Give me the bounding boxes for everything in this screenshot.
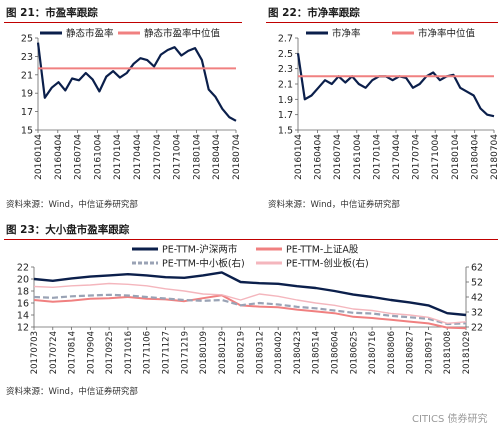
x-tick-label: 20170104 xyxy=(372,134,382,180)
x-tick-label: 20171004 xyxy=(431,134,441,180)
x-tick-label: 20180219 xyxy=(237,331,247,374)
x-tick-label: 20181008 xyxy=(443,331,453,374)
legend-label-1: PE-TTM-沪深两市 xyxy=(162,244,238,256)
y-tick-label: 23 xyxy=(21,52,33,63)
y-right-tick-label: 62 xyxy=(471,263,483,274)
legend-label-2: PE-TTM-上证A股 xyxy=(286,245,359,256)
fig23-title-rule xyxy=(4,239,498,240)
series-line-1 xyxy=(33,271,467,317)
x-tick-label: 20180704 xyxy=(490,134,500,180)
y-tick-label: 2.7 xyxy=(278,34,293,45)
x-tick-label: 20180312 xyxy=(255,331,265,374)
y-tick-label: 1.7 xyxy=(278,110,293,121)
y-right-tick-label: 32 xyxy=(471,308,483,319)
x-tick-label: 20180109 xyxy=(199,331,209,374)
legend-label-4: PE-TTM-创业板(右) xyxy=(286,258,369,270)
legend-label-1: 市净率 xyxy=(332,28,361,40)
y-tick-label: 2.1 xyxy=(278,80,293,91)
x-tick-label: 20180716 xyxy=(368,331,378,374)
x-tick-label: 20180104 xyxy=(192,134,202,180)
x-tick-label: 20171106 xyxy=(143,331,153,374)
fig21-title-rule xyxy=(4,22,242,23)
x-tick-label: 20180104 xyxy=(451,134,461,180)
x-tick-label: 20160104 xyxy=(294,134,304,180)
x-tick-label: 20160404 xyxy=(54,134,64,180)
x-tick-label: 20171127 xyxy=(161,331,171,374)
x-tick-label: 20170703 xyxy=(30,331,40,374)
x-tick-label: 20171016 xyxy=(124,331,134,374)
y-tick-label: 19 xyxy=(21,89,33,100)
y-tick-label: 1.9 xyxy=(278,95,293,106)
fig23-source: 资料来源：Wind，中信证券研究部 xyxy=(6,387,138,397)
y-tick-label: 18 xyxy=(17,287,29,298)
legend-label-2: 静态市盈率中位值 xyxy=(144,28,221,40)
fig21-chart: 15 17 19 21 23 25 20160104 20160404 20160704 2016… xyxy=(21,28,242,180)
x-tick-label: 20180402 xyxy=(274,331,284,374)
x-tick-label: 20180917 xyxy=(424,331,434,374)
series-line-2 xyxy=(33,294,467,330)
y-tick-label: 25 xyxy=(21,34,33,45)
x-tick-label: 20170104 xyxy=(113,134,123,180)
x-tick-label: 20161004 xyxy=(353,134,363,180)
legend-label-1: 静态市盈率 xyxy=(66,28,114,40)
fig22-chart: 1.5 1.7 1.9 2.1 2.3 2.5 2.7 20160104 20160404 201… xyxy=(278,28,500,180)
x-tick-label: 20170814 xyxy=(68,331,78,374)
x-tick-label: 20170724 xyxy=(49,331,59,374)
legend-label-2: 市净率中位值 xyxy=(418,28,476,40)
x-tick-label: 20180827 xyxy=(406,331,416,374)
y-tick-label: 22 xyxy=(17,263,29,274)
fig22-source: 资料来源：Wind，中信证券研究部 xyxy=(268,200,400,210)
x-tick-label: 20170925 xyxy=(105,331,115,374)
y-tick-label: 21 xyxy=(21,70,33,81)
legend-label-3: PE-TTM-中小板(右) xyxy=(162,258,245,270)
x-tick-label: 20171004 xyxy=(173,134,183,180)
y-tick-label: 14 xyxy=(17,311,29,322)
x-tick-label: 20180514 xyxy=(312,331,322,374)
y-tick-label: 20 xyxy=(17,275,29,286)
fig21-title: 图 21：市盈率跟踪 xyxy=(6,7,98,19)
x-tick-label: 20161004 xyxy=(93,134,103,180)
y-tick-label: 17 xyxy=(21,107,33,118)
x-tick-label: 20180625 xyxy=(349,331,359,374)
y-right-tick-label: 22 xyxy=(471,323,483,334)
y-tick-label: 2.3 xyxy=(278,64,293,75)
x-tick-label: 20171219 xyxy=(180,331,190,374)
y-tick-label: 16 xyxy=(17,299,29,310)
x-tick-label: 20180404 xyxy=(470,134,480,180)
x-tick-label: 20181029 xyxy=(462,331,472,374)
x-tick-label: 20160404 xyxy=(314,134,324,180)
x-tick-label: 20160104 xyxy=(34,134,44,180)
series-line-3 xyxy=(33,293,467,326)
y-right-tick-label: 52 xyxy=(471,278,483,289)
y-tick-label: 1.5 xyxy=(278,126,293,137)
y-right-tick-label: 42 xyxy=(471,293,483,304)
y-tick-label: 12 xyxy=(17,323,29,334)
x-tick-label: 20180129 xyxy=(218,331,228,374)
series-line-1 xyxy=(296,53,495,118)
x-tick-label: 20180423 xyxy=(293,331,303,374)
x-tick-label: 20170704 xyxy=(153,134,163,180)
x-tick-label: 20170904 xyxy=(86,331,96,374)
fig22-title: 图 22：市净率跟踪 xyxy=(268,7,360,19)
fig21-source: 资料来源：Wind，中信证券研究部 xyxy=(6,200,138,210)
x-tick-label: 20180806 xyxy=(387,331,397,374)
x-tick-label: 20170404 xyxy=(392,134,402,180)
x-tick-label: 20160704 xyxy=(333,134,343,180)
watermark-logo: CITICS 债券研究 xyxy=(412,414,488,425)
series-line-4 xyxy=(33,282,467,325)
series-line-1 xyxy=(36,42,237,122)
fig22-title-rule xyxy=(266,22,498,23)
x-tick-label: 20170704 xyxy=(412,134,422,180)
x-tick-label: 20160704 xyxy=(74,134,84,180)
x-tick-label: 20180404 xyxy=(212,134,222,180)
x-tick-label: 20180604 xyxy=(331,331,341,374)
x-tick-label: 20180704 xyxy=(232,134,242,180)
fig23-title: 图 23：大小盘市盈率跟踪 xyxy=(6,224,130,236)
y-tick-label: 15 xyxy=(21,126,33,137)
x-tick-label: 20170404 xyxy=(133,134,143,180)
y-tick-label: 2.5 xyxy=(278,49,293,60)
